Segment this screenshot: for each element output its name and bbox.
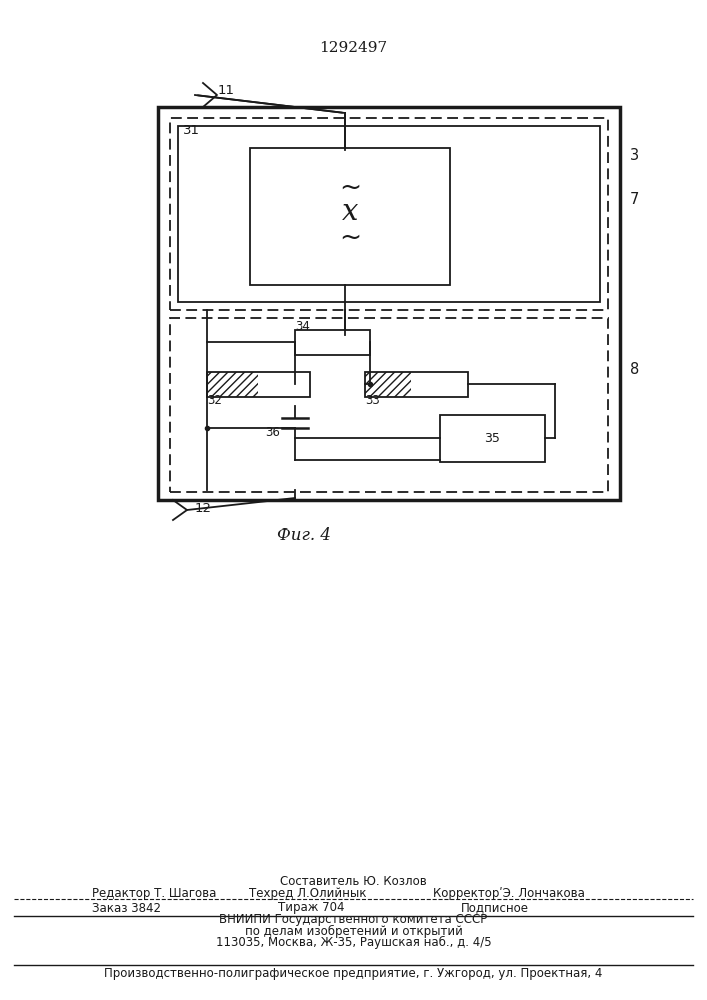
Text: Техред Л.Олийнык: Техред Л.Олийнык: [249, 886, 366, 900]
Bar: [250, 148, 450, 285]
Text: 33: 33: [365, 393, 380, 406]
Text: КорректорʹЭ. Лончакова: КорректорʹЭ. Лончакова: [433, 886, 585, 900]
Bar: [365, 372, 411, 397]
Text: Составитель Ю. Козлов: Составитель Ю. Козлов: [280, 875, 427, 888]
Text: 35: 35: [484, 432, 501, 444]
Text: Фиг. 4: Фиг. 4: [277, 526, 331, 544]
Text: Подписное: Подписное: [461, 902, 529, 914]
Text: Редактор Т. Шагова: Редактор Т. Шагова: [92, 886, 216, 900]
Text: ВНИИПИ Государственного комитета СССР: ВНИИПИ Государственного комитета СССР: [219, 914, 488, 926]
Text: 31: 31: [183, 123, 200, 136]
Text: Заказ 3842: Заказ 3842: [92, 902, 161, 914]
Text: Тираж 704: Тираж 704: [278, 902, 344, 914]
Bar: [207, 372, 259, 397]
Text: 113035, Москва, Ж-35, Раушская наб., д. 4/5: 113035, Москва, Ж-35, Раушская наб., д. …: [216, 935, 491, 949]
Text: Производственно-полиграфическое предприятие, г. Ужгород, ул. Проектная, 4: Производственно-полиграфическое предприя…: [105, 968, 602, 980]
Text: 34: 34: [295, 320, 310, 334]
Bar: [440, 415, 545, 462]
Text: 32: 32: [207, 393, 222, 406]
Text: 12: 12: [195, 502, 212, 514]
Text: 7: 7: [630, 192, 639, 208]
Text: ~: ~: [339, 175, 361, 201]
Text: 3: 3: [630, 147, 639, 162]
Text: 36: 36: [265, 426, 280, 438]
Text: ~: ~: [339, 225, 361, 251]
Bar: [365, 372, 468, 397]
Bar: [207, 372, 310, 397]
Text: x: x: [341, 198, 358, 226]
Text: по делам изобретений и открытий: по делам изобретений и открытий: [245, 924, 462, 938]
Text: 1292497: 1292497: [320, 41, 387, 55]
Bar: [170, 318, 608, 492]
Bar: [158, 107, 620, 500]
Bar: [178, 126, 600, 302]
Bar: [170, 118, 608, 310]
Bar: [295, 330, 370, 355]
Text: 8: 8: [630, 362, 639, 377]
Text: 11: 11: [218, 85, 235, 98]
